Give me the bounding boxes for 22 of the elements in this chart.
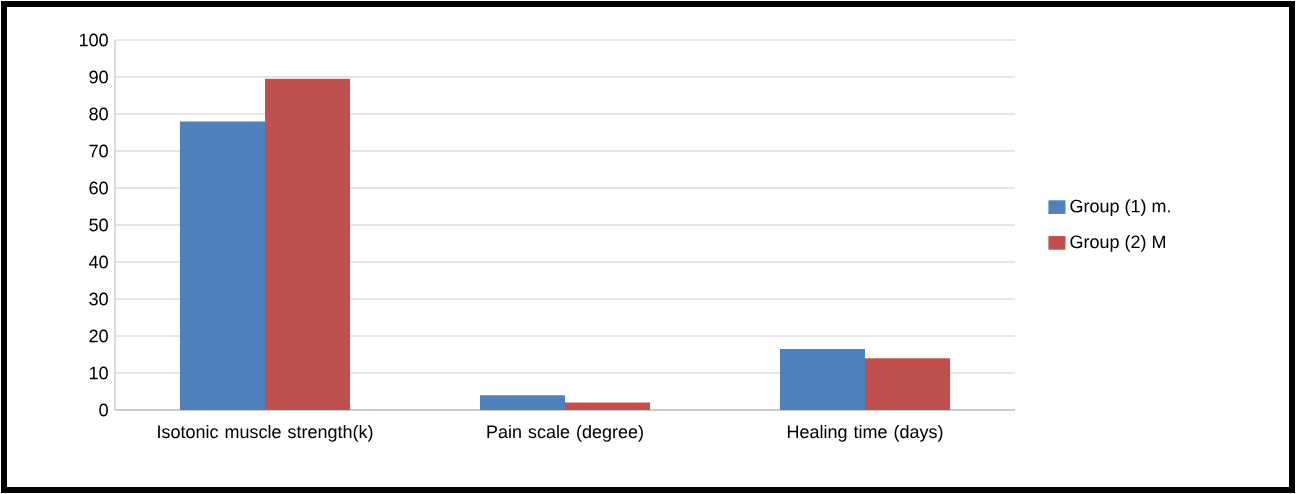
x-tick-label: Healing time (days) — [787, 424, 943, 442]
y-tick-label: 70 — [89, 144, 108, 158]
bar — [780, 348, 866, 410]
y-tick-label: 10 — [89, 366, 108, 380]
y-tick-label: 80 — [89, 107, 108, 121]
y-tick-label: 60 — [89, 181, 108, 195]
y-tick-label: 40 — [88, 255, 108, 269]
legend-label: Group (2) M — [1070, 235, 1165, 252]
bar — [865, 358, 951, 410]
bar — [265, 78, 351, 410]
bar — [565, 402, 651, 410]
y-tick-label: 90 — [89, 70, 108, 84]
x-tick-label: Isotonic muscle strength(k) — [158, 424, 373, 442]
y-tick-label: 20 — [89, 329, 108, 343]
x-tick-label: Pain scale (degree) — [487, 424, 643, 442]
y-tick-label: 50 — [89, 218, 108, 232]
y-tick-label: 0 — [99, 403, 108, 417]
y-tick-label: 30 — [89, 292, 108, 306]
legend-label: Group (1) m. — [1070, 199, 1170, 217]
bar — [180, 121, 265, 410]
bar — [480, 395, 566, 410]
y-tick-label: 100 — [79, 33, 108, 47]
